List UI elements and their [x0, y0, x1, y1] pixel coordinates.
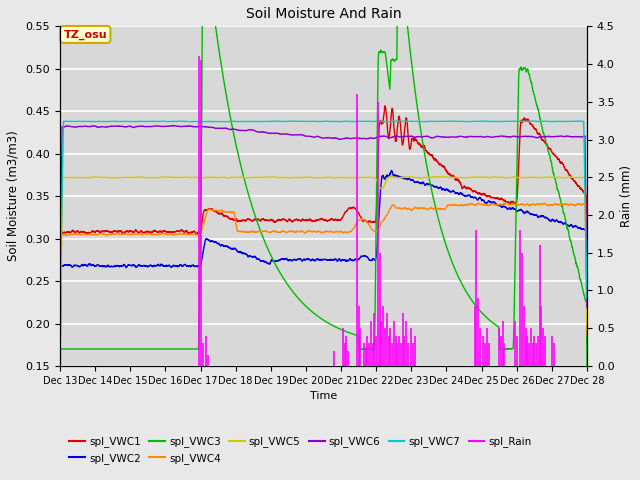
Text: TZ_osu: TZ_osu	[63, 29, 107, 39]
Title: Soil Moisture And Rain: Soil Moisture And Rain	[246, 7, 401, 21]
Y-axis label: Rain (mm): Rain (mm)	[620, 165, 633, 227]
X-axis label: Time: Time	[310, 391, 337, 401]
Y-axis label: Soil Moisture (m3/m3): Soil Moisture (m3/m3)	[7, 131, 20, 262]
Legend: spl_VWC1, spl_VWC2, spl_VWC3, spl_VWC4, spl_VWC5, spl_VWC6, spl_VWC7, spl_Rain: spl_VWC1, spl_VWC2, spl_VWC3, spl_VWC4, …	[65, 432, 536, 468]
